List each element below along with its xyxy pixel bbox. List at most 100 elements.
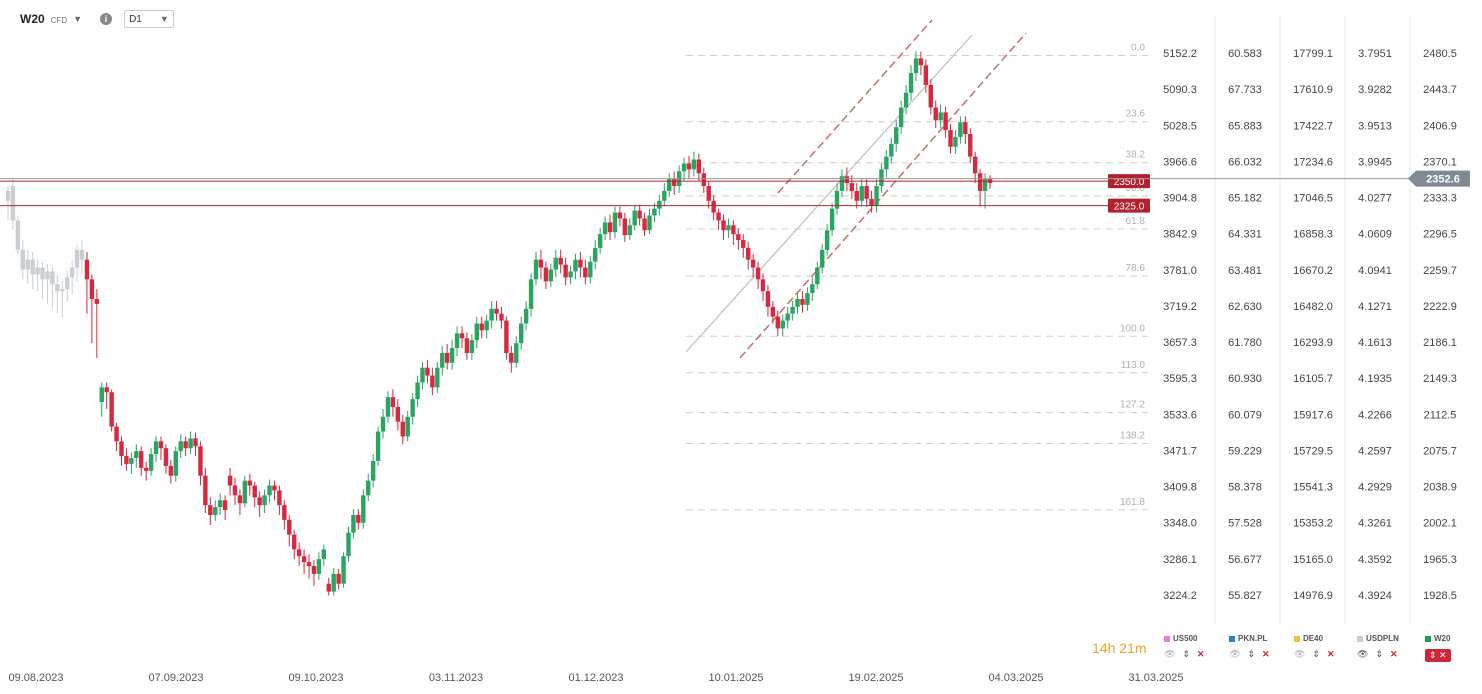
candle-body[interactable] <box>622 218 628 236</box>
candle-body[interactable] <box>785 313 790 321</box>
candle-body[interactable] <box>963 122 968 135</box>
candle-body[interactable] <box>287 519 292 535</box>
candle-body[interactable] <box>528 279 534 309</box>
candle-body[interactable] <box>296 549 302 557</box>
candle-body[interactable] <box>370 460 376 481</box>
reorder-icon[interactable]: ⇕ <box>1375 649 1383 659</box>
candle-body[interactable] <box>454 333 460 349</box>
candle-body[interactable] <box>948 130 953 147</box>
symbol-name[interactable]: W20 <box>20 12 45 26</box>
candle-body[interactable] <box>277 490 282 506</box>
candle-body[interactable] <box>341 556 346 584</box>
legend-item[interactable]: PKN.PL 👁 ⇕ ✕ <box>1229 634 1289 664</box>
legend-item[interactable]: W20 ⇕ ✕ <box>1425 634 1482 664</box>
candle-body[interactable] <box>805 293 810 305</box>
candle-body[interactable] <box>60 289 65 292</box>
candle-body[interactable] <box>35 267 40 275</box>
candle-body[interactable] <box>543 267 549 282</box>
candle-body[interactable] <box>583 267 588 278</box>
candle-body[interactable] <box>839 176 845 191</box>
candle-body[interactable] <box>691 159 697 170</box>
candle-body[interactable] <box>282 505 287 520</box>
candle-body[interactable] <box>884 156 889 170</box>
candle-body[interactable] <box>356 514 361 523</box>
candle-body[interactable] <box>864 186 869 199</box>
candle-body[interactable] <box>459 333 465 339</box>
candle-body[interactable] <box>84 259 90 280</box>
candle-body[interactable] <box>671 179 677 187</box>
candle-body[interactable] <box>40 267 45 280</box>
candle-body[interactable] <box>982 179 988 191</box>
candle-body[interactable] <box>395 406 401 422</box>
candle-body[interactable] <box>139 451 144 468</box>
candle-body[interactable] <box>257 497 262 506</box>
candle-body[interactable] <box>726 225 731 231</box>
candle-body[interactable] <box>242 480 248 504</box>
candle-body[interactable] <box>99 387 104 403</box>
candle-body[interactable] <box>597 234 603 248</box>
candle-body[interactable] <box>647 215 652 231</box>
candle-body[interactable] <box>50 271 55 285</box>
candle-body[interactable] <box>612 212 618 233</box>
candle-body[interactable] <box>810 284 815 294</box>
candle-body[interactable] <box>119 441 124 457</box>
candle-body[interactable] <box>894 127 899 144</box>
candle-body[interactable] <box>336 573 341 584</box>
candle-body[interactable] <box>637 210 642 219</box>
candle-body[interactable] <box>662 190 667 201</box>
candle-body[interactable] <box>321 549 327 560</box>
candle-body[interactable] <box>262 495 267 506</box>
close-icon[interactable]: ✕ <box>1326 649 1335 659</box>
candle-body[interactable] <box>479 323 484 331</box>
candle-body[interactable] <box>701 173 706 187</box>
candle-body[interactable] <box>15 220 21 250</box>
candle-body[interactable] <box>889 143 894 157</box>
reorder-icon[interactable]: ⇕ <box>1247 649 1255 659</box>
channel-line-dashed[interactable] <box>739 32 1027 359</box>
candle-body[interactable] <box>681 163 687 172</box>
candle-body[interactable] <box>538 259 544 268</box>
candle-body[interactable] <box>854 190 859 201</box>
candle-body[interactable] <box>514 343 519 363</box>
candle-body[interactable] <box>780 320 785 329</box>
eye-icon[interactable]: 👁 <box>1229 649 1241 659</box>
candle-body[interactable] <box>760 279 766 292</box>
candle-body[interactable] <box>316 559 322 574</box>
symbol-dropdown-icon[interactable]: ▼ <box>73 14 83 24</box>
candle-body[interactable] <box>158 441 164 449</box>
candle-body[interactable] <box>874 186 879 206</box>
candle-body[interactable] <box>385 397 391 417</box>
candle-body[interactable] <box>721 220 726 231</box>
candle-body[interactable] <box>903 92 909 108</box>
candle-body[interactable] <box>143 467 149 471</box>
candle-body[interactable] <box>553 257 558 270</box>
eye-icon[interactable]: 👁 <box>1164 649 1176 659</box>
candle-body[interactable] <box>706 186 711 201</box>
candle-body[interactable] <box>790 306 795 314</box>
candle-body[interactable] <box>237 495 243 504</box>
candle-body[interactable] <box>10 186 16 221</box>
candle-body[interactable] <box>474 323 479 341</box>
candle-body[interactable] <box>558 257 563 265</box>
candle-body[interactable] <box>533 259 539 280</box>
candle-body[interactable] <box>129 458 134 464</box>
candle-body[interactable] <box>45 271 50 280</box>
candle-body[interactable] <box>69 267 75 278</box>
level-price-tag[interactable] <box>1108 198 1150 213</box>
candle-body[interactable] <box>30 259 35 275</box>
settings-icon[interactable]: ⇕ ✕ <box>1425 649 1451 662</box>
candle-body[interactable] <box>232 485 238 496</box>
candle-body[interactable] <box>923 65 929 85</box>
candle-body[interactable] <box>755 267 761 280</box>
candle-body[interactable] <box>148 454 154 471</box>
candle-body[interactable] <box>193 438 198 447</box>
close-icon[interactable]: ✕ <box>1261 649 1270 659</box>
candle-body[interactable] <box>928 84 933 108</box>
candle-body[interactable] <box>750 259 756 268</box>
timeframe-select[interactable]: D1 ▼ <box>124 10 174 28</box>
candle-body[interactable] <box>824 230 830 250</box>
candle-body[interactable] <box>104 387 109 393</box>
candle-body[interactable] <box>440 352 445 368</box>
candle-body[interactable] <box>968 134 973 157</box>
reorder-icon[interactable]: ⇕ <box>1312 649 1320 659</box>
